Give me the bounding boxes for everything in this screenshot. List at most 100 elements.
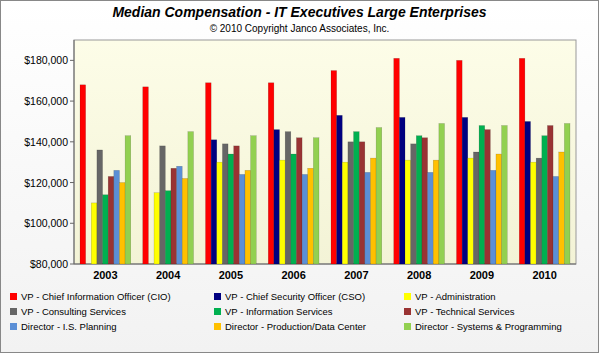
bar xyxy=(457,60,463,264)
bar xyxy=(439,123,445,264)
y-tick-label: $120,000 xyxy=(24,177,68,189)
y-tick xyxy=(70,101,74,102)
bar xyxy=(103,195,109,264)
bar xyxy=(479,126,485,264)
y-tick-label: $140,000 xyxy=(24,136,68,148)
legend-label: Director - I.S. Planning xyxy=(21,321,117,332)
bar xyxy=(154,193,160,264)
bar xyxy=(553,176,559,264)
legend-swatch xyxy=(10,293,17,300)
legend-label: VP - Consulting Services xyxy=(21,306,126,317)
y-tick xyxy=(70,182,74,183)
bar xyxy=(182,178,188,264)
bar xyxy=(337,115,343,264)
bar xyxy=(496,154,502,264)
y-tick xyxy=(70,141,74,142)
bar xyxy=(394,58,400,264)
legend-swatch xyxy=(10,308,17,315)
bar xyxy=(331,71,337,264)
subtitle: © 2010 Copyright Janco Associates, Inc. xyxy=(210,23,390,34)
bar xyxy=(473,152,479,264)
legend-label: Director - Production/Data Center xyxy=(225,321,366,332)
bar xyxy=(342,162,348,264)
bar xyxy=(97,150,103,264)
bar xyxy=(308,168,314,264)
legend-label: VP - Information Services xyxy=(225,306,333,317)
x-tick-label: 2005 xyxy=(219,269,243,281)
x-tick-label: 2006 xyxy=(281,269,305,281)
bar xyxy=(291,154,297,264)
bar xyxy=(91,203,97,264)
x-tick-label: 2003 xyxy=(93,269,117,281)
background xyxy=(1,1,599,353)
bar xyxy=(399,117,405,264)
x-tick-label: 2004 xyxy=(156,269,181,281)
bar xyxy=(245,170,251,264)
legend-swatch xyxy=(214,308,221,315)
bar xyxy=(313,138,319,264)
bar xyxy=(268,83,274,264)
bar xyxy=(502,126,508,264)
y-tick-label: $180,000 xyxy=(24,54,68,66)
plot-frame xyxy=(74,40,576,264)
bar xyxy=(485,130,491,264)
x-tick-label: 2007 xyxy=(344,269,368,281)
bar xyxy=(143,87,149,264)
legend-label: Director - Systems & Programming xyxy=(415,321,562,332)
y-axis xyxy=(74,40,75,264)
bar xyxy=(171,168,177,264)
bar xyxy=(274,130,280,264)
legend-label: VP - Technical Services xyxy=(415,306,515,317)
bar xyxy=(296,138,302,264)
bar xyxy=(222,144,228,264)
bar xyxy=(365,172,371,264)
bar xyxy=(354,132,360,264)
bar xyxy=(125,136,131,264)
bar xyxy=(422,138,428,264)
bar xyxy=(542,136,548,264)
bar xyxy=(416,136,422,264)
bar xyxy=(564,123,570,264)
bar xyxy=(165,191,171,264)
bar xyxy=(547,126,553,264)
bar xyxy=(376,128,382,264)
y-tick xyxy=(70,264,74,265)
bar xyxy=(411,144,417,264)
legend-swatch xyxy=(404,308,411,315)
legend-swatch xyxy=(214,293,221,300)
y-tick xyxy=(70,60,74,61)
legend-label: VP - Chief Information Officer (CIO) xyxy=(21,291,171,302)
legend-label: VP - Administration xyxy=(415,291,496,302)
bar xyxy=(302,174,308,264)
bar xyxy=(348,142,354,264)
bar xyxy=(285,132,291,264)
x-tick-label: 2009 xyxy=(470,269,494,281)
chart: Median Compensation - IT Executives Larg… xyxy=(0,0,599,353)
bar xyxy=(370,158,376,264)
bar xyxy=(433,160,439,264)
bar xyxy=(188,132,194,264)
legend-swatch xyxy=(10,323,17,330)
bar xyxy=(468,158,474,264)
bar xyxy=(239,174,245,264)
bar xyxy=(536,158,542,264)
x-tick-label: 2010 xyxy=(532,269,556,281)
legend-label: VP - Chief Security Officer (CSO) xyxy=(225,291,365,302)
bar xyxy=(525,121,531,264)
bar xyxy=(519,58,525,264)
legend-swatch xyxy=(404,293,411,300)
y-tick-label: $100,000 xyxy=(24,217,68,229)
legend-swatch xyxy=(404,323,411,330)
x-tick-label: 2008 xyxy=(407,269,431,281)
bar xyxy=(359,142,365,264)
bars xyxy=(80,58,570,264)
bar xyxy=(80,85,86,264)
legend-swatch xyxy=(214,323,221,330)
bar xyxy=(206,83,212,264)
bar xyxy=(428,172,434,264)
bar xyxy=(234,146,240,264)
bar xyxy=(251,136,257,264)
bar xyxy=(405,160,411,264)
bar xyxy=(177,166,183,264)
y-tick-label: $80,000 xyxy=(30,258,68,270)
